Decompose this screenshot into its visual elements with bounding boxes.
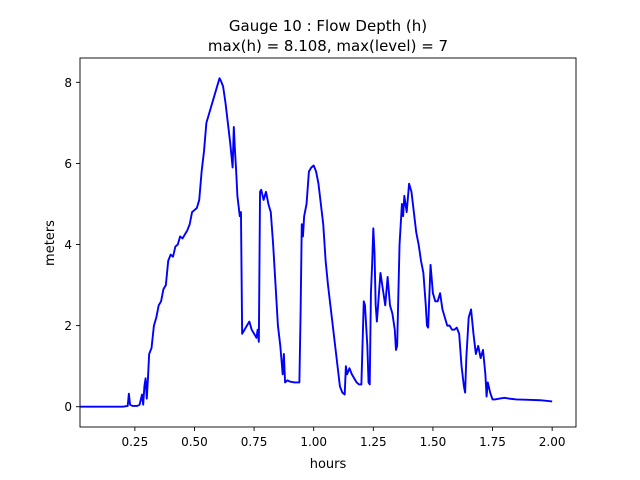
y-tick-label: 6 <box>64 157 72 171</box>
x-tick-label: 2.00 <box>539 435 566 449</box>
x-tick-label: 0.50 <box>181 435 208 449</box>
x-tick-label: 0.25 <box>121 435 148 449</box>
plot-frame <box>79 57 577 428</box>
y-axis-label: meters <box>43 220 58 266</box>
x-tick-label: 1.50 <box>420 435 447 449</box>
x-tick-label: 1.75 <box>479 435 506 449</box>
x-tick-label: 0.75 <box>241 435 268 449</box>
y-axis-ticks: 0 2 4 6 8 <box>64 76 80 414</box>
x-axis-ticks: 0.25 0.50 0.75 1.00 1.25 1.50 1.75 2.00 <box>121 427 566 449</box>
chart-title-line2: max(h) = 8.108, max(level) = 7 <box>208 37 448 55</box>
y-tick-label: 2 <box>64 319 72 333</box>
series-line <box>80 77 553 408</box>
y-tick-label: 4 <box>64 238 72 252</box>
chart-title-line1: Gauge 10 : Flow Depth (h) <box>229 17 427 35</box>
x-tick-label: 1.25 <box>360 435 387 449</box>
plot-area <box>80 77 553 408</box>
y-tick-label: 0 <box>64 400 72 414</box>
x-tick-label: 1.00 <box>300 435 327 449</box>
x-axis-label: hours <box>310 457 347 472</box>
y-tick-label: 8 <box>64 76 72 90</box>
